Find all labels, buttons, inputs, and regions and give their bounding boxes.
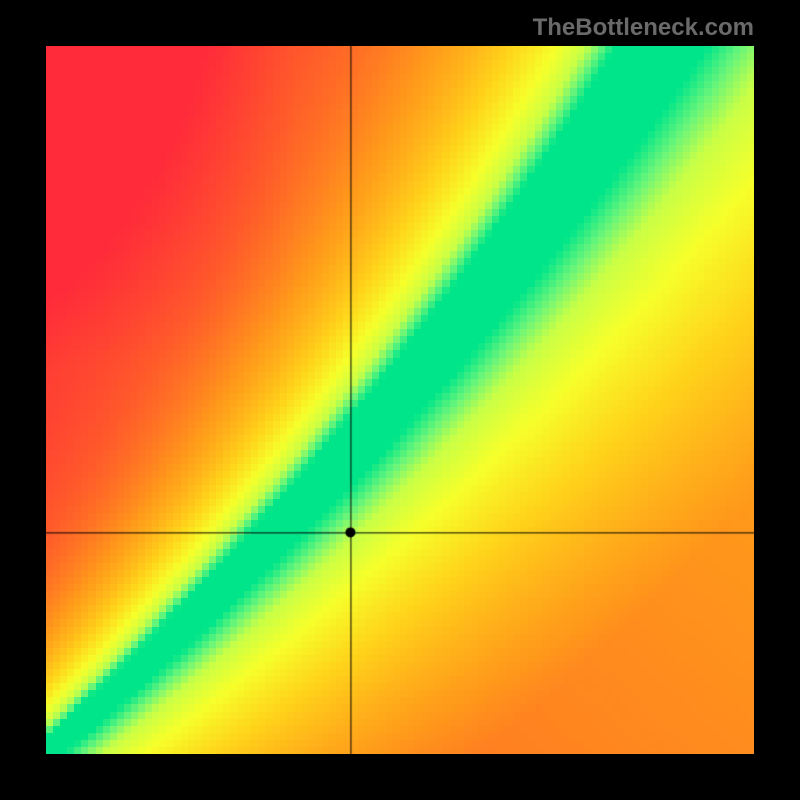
crosshair-overlay — [46, 46, 754, 754]
watermark-text: TheBottleneck.com — [533, 14, 754, 42]
chart-container: TheBottleneck.com — [0, 0, 800, 800]
